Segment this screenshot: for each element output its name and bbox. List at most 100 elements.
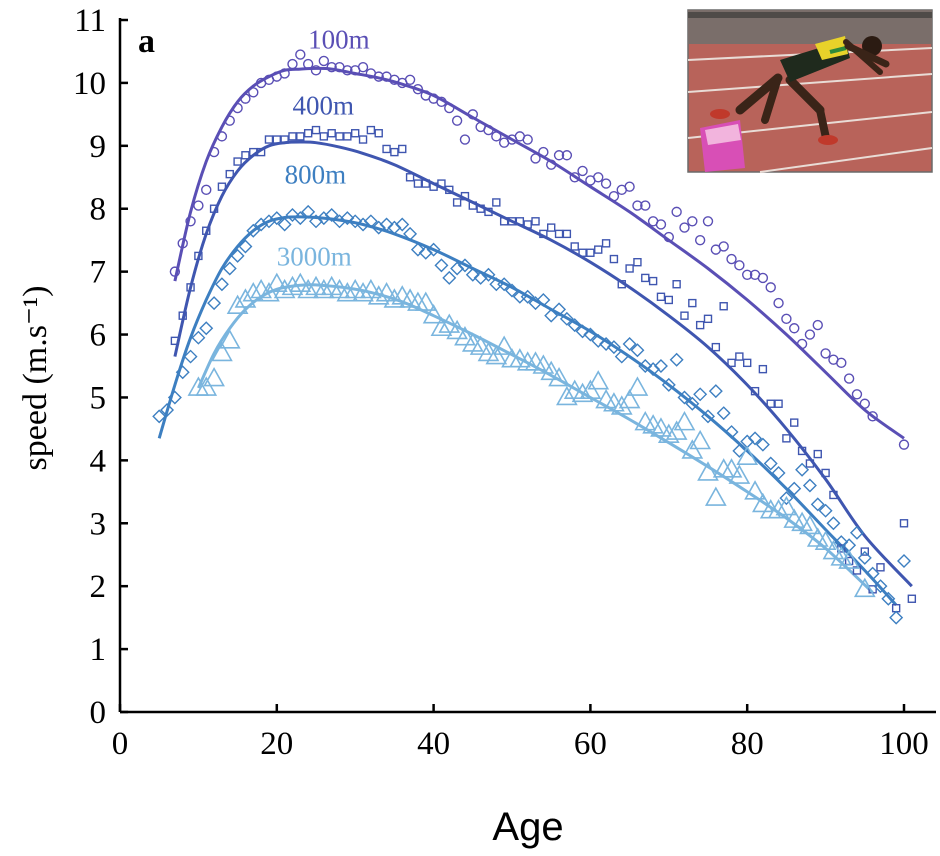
point-circle — [608, 190, 620, 202]
point-circle — [663, 231, 674, 243]
point-diamond — [520, 289, 535, 304]
y-tick-label: 10 — [73, 66, 106, 102]
point-diamond — [591, 333, 606, 348]
point-square — [672, 280, 681, 289]
point-diamond — [755, 437, 770, 452]
point-triangle — [218, 329, 241, 349]
point-square — [421, 179, 430, 188]
point-diamond — [497, 277, 512, 292]
point-square — [648, 276, 658, 286]
point-square — [249, 147, 258, 157]
point-square — [515, 217, 525, 226]
point-diamond — [748, 431, 763, 446]
point-diamond — [426, 242, 441, 257]
point-diamond — [661, 377, 676, 392]
point-square — [758, 364, 768, 374]
point-circle — [342, 65, 353, 76]
point-diamond — [175, 365, 190, 380]
point-square — [170, 336, 180, 346]
point-circle — [287, 58, 298, 70]
point-diamond — [614, 349, 629, 364]
point-triangle — [697, 461, 719, 481]
point-square — [899, 519, 909, 528]
point-triangle — [571, 382, 594, 403]
point-triangle — [234, 288, 257, 308]
point-triangle — [610, 395, 633, 415]
point-triangle — [203, 366, 225, 387]
point-square — [398, 144, 407, 154]
point-diamond — [160, 403, 175, 418]
point-diamond — [552, 302, 567, 317]
y-axis-title: speed (m.s⁻¹) — [17, 286, 54, 471]
point-circle — [577, 165, 588, 177]
point-square — [790, 418, 799, 427]
point-diamond — [795, 462, 810, 477]
point-triangle — [556, 385, 578, 406]
point-square — [272, 135, 281, 144]
point-diamond — [465, 267, 480, 282]
point-triangle — [312, 278, 335, 299]
point-square — [617, 280, 626, 289]
point-circle — [326, 61, 337, 73]
point-square — [327, 129, 336, 138]
point-diamond — [567, 318, 582, 333]
point-diamond — [473, 270, 488, 285]
point-diamond — [802, 478, 817, 493]
point-diamond — [254, 217, 269, 232]
x-tick-label: 20 — [260, 726, 293, 762]
point-triangle — [681, 439, 704, 459]
point-circle — [538, 146, 549, 158]
point-square — [335, 132, 344, 141]
point-triangle — [775, 495, 798, 516]
point-triangle — [853, 577, 876, 598]
point-square — [343, 132, 352, 141]
point-diamond — [332, 214, 347, 229]
point-square — [609, 254, 619, 264]
point-diamond — [167, 390, 182, 405]
point-diamond — [269, 211, 284, 226]
point-square — [860, 547, 869, 556]
point-square — [241, 151, 250, 160]
point-triangle — [532, 354, 555, 374]
point-circle — [812, 319, 823, 331]
x-axis-title: Age — [492, 805, 563, 849]
point-diamond — [646, 362, 661, 377]
point-square — [735, 352, 744, 361]
point-circle — [600, 178, 612, 189]
point-diamond — [865, 566, 880, 581]
x-tick-label: 100 — [879, 726, 929, 762]
point-square — [390, 147, 399, 157]
point-square — [633, 258, 642, 267]
point-diamond — [701, 409, 715, 424]
point-square — [202, 226, 211, 235]
point-diamond — [873, 579, 888, 594]
point-triangle — [728, 464, 751, 484]
point-triangle — [814, 530, 837, 550]
point-diamond — [183, 349, 198, 364]
point-diamond — [599, 336, 614, 351]
point-triangle — [265, 272, 288, 293]
point-square — [437, 179, 446, 188]
point-circle — [859, 398, 870, 409]
point-square — [625, 264, 634, 273]
point-diamond — [889, 610, 904, 625]
point-diamond — [418, 245, 433, 260]
point-circle — [796, 338, 808, 350]
x-tick-label: 80 — [731, 726, 764, 762]
point-square — [805, 459, 815, 468]
point-diamond — [301, 204, 316, 219]
point-diamond — [230, 248, 245, 263]
point-triangle — [689, 429, 712, 450]
point-square — [264, 135, 274, 144]
y-tick-label: 9 — [90, 129, 107, 165]
point-diamond — [849, 525, 864, 540]
point-circle — [216, 131, 228, 142]
point-diamond — [826, 516, 841, 531]
point-diamond — [340, 211, 355, 226]
point-square — [876, 563, 885, 572]
point-diamond — [410, 242, 425, 257]
point-square — [225, 169, 234, 179]
point-diamond — [630, 343, 645, 358]
point-square — [688, 298, 697, 308]
